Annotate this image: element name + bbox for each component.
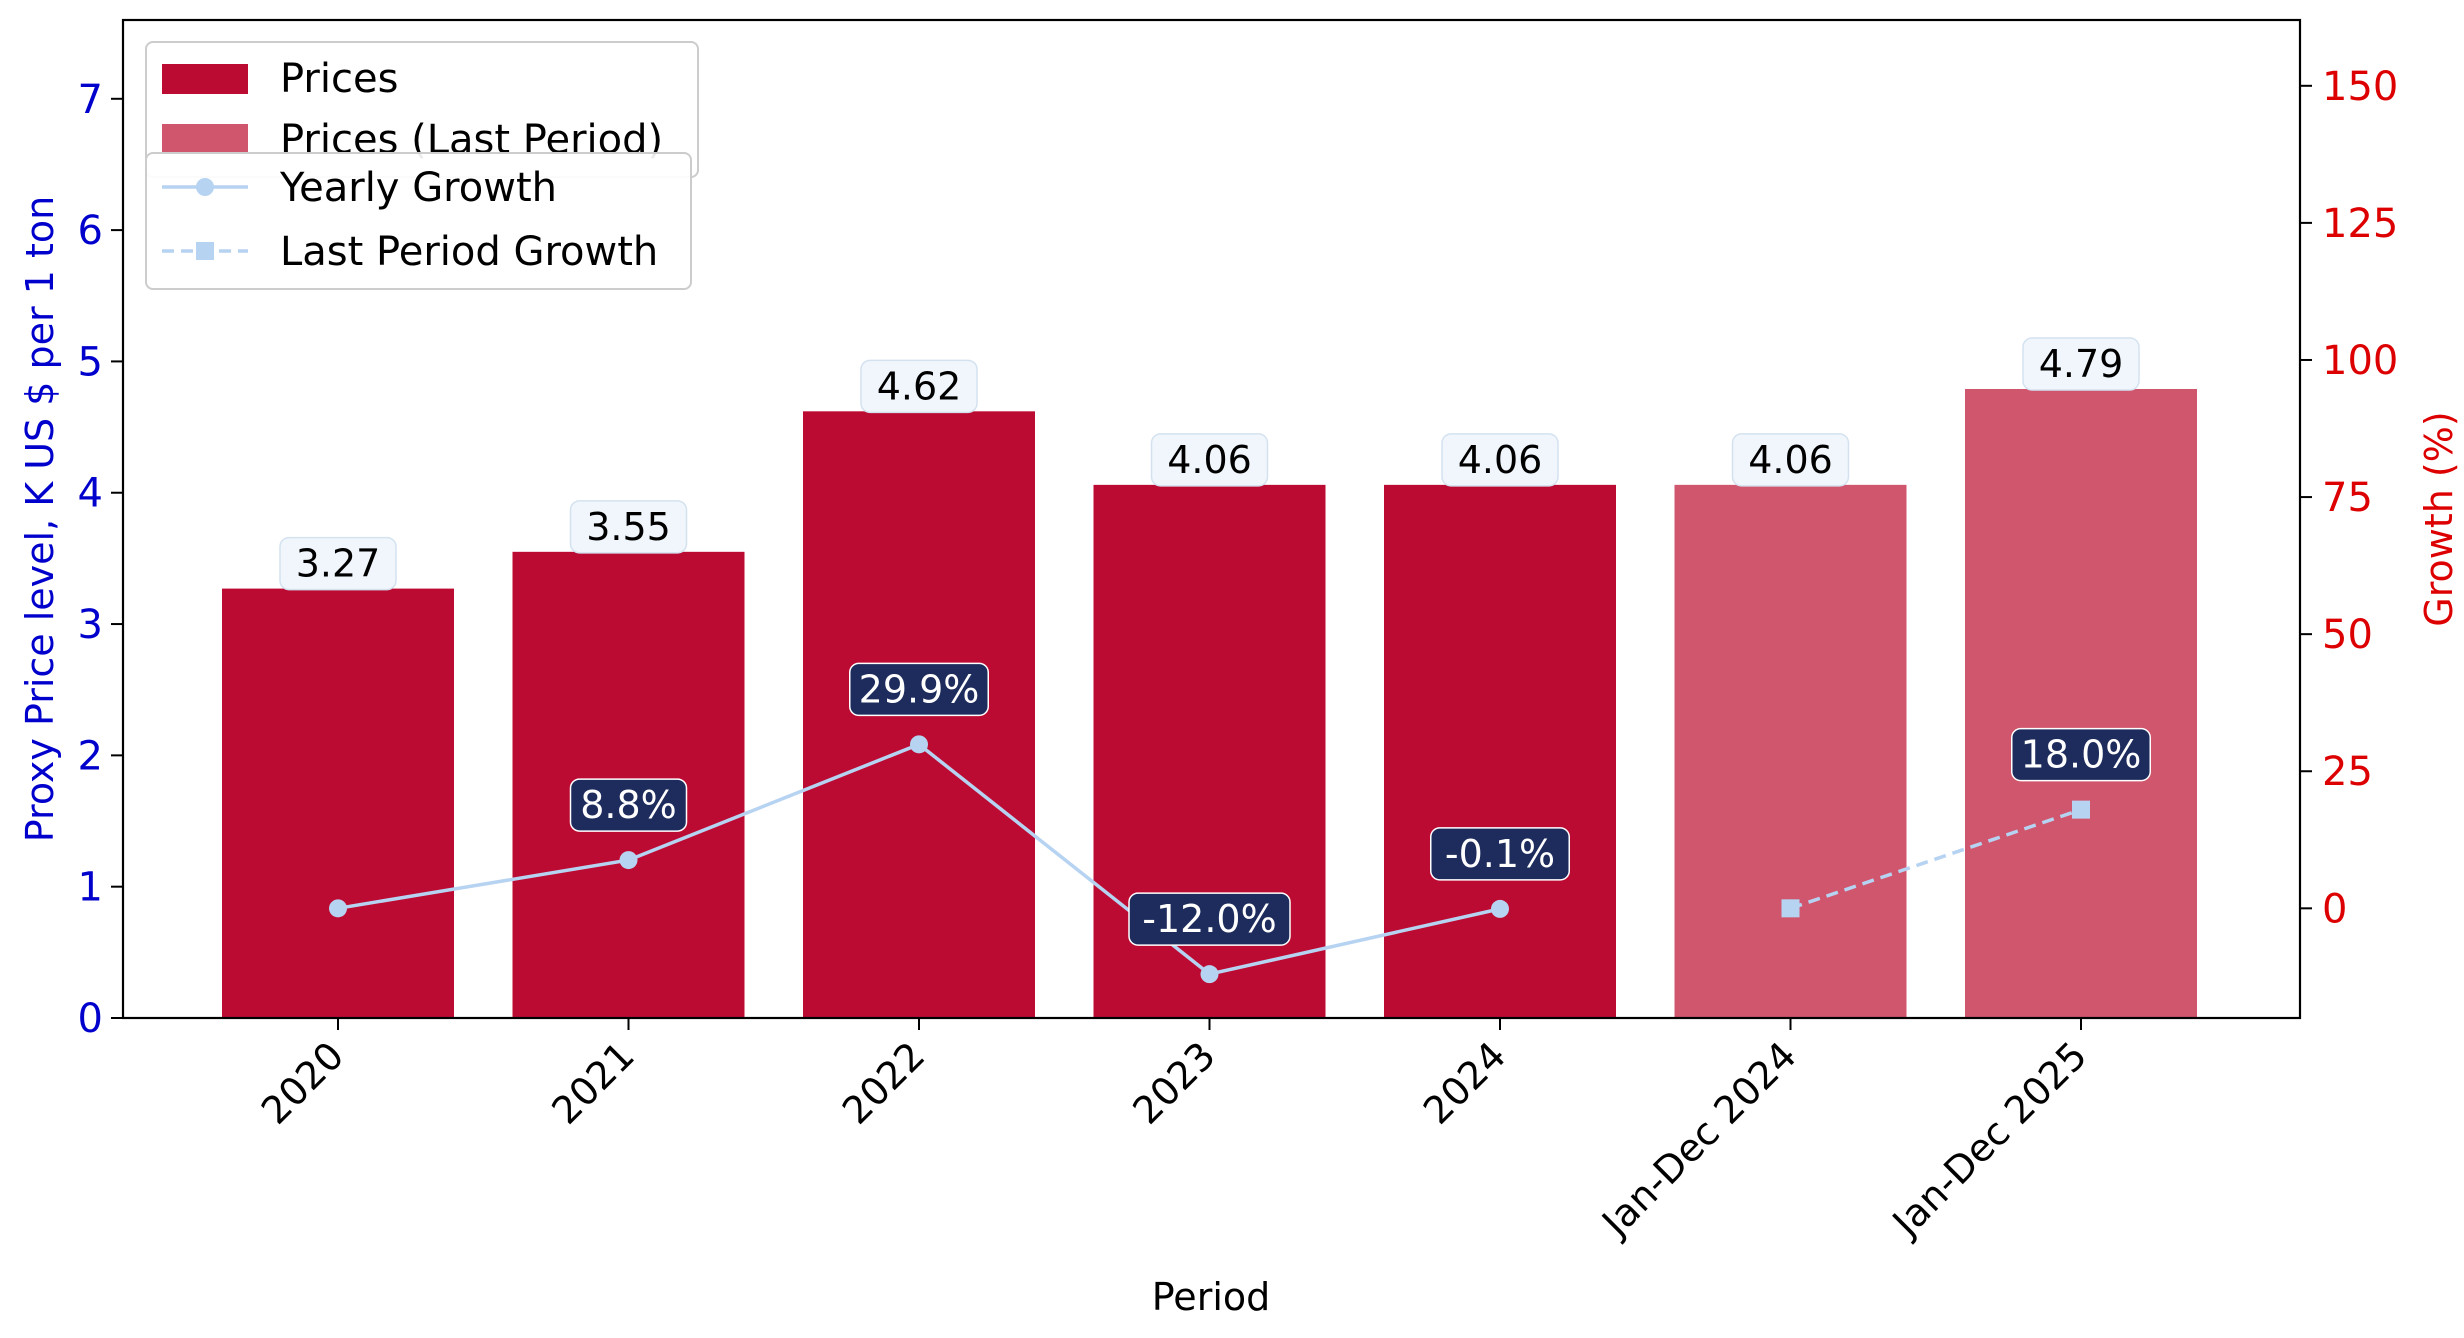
- growth-marker: [1491, 899, 1509, 918]
- bar-value-label-box: [1150, 433, 1269, 487]
- legend-label-yearly-growth: Yearly Growth: [279, 165, 557, 211]
- y-right-tick-label: 25: [2322, 749, 2373, 795]
- growth-value-label: 29.9%: [859, 667, 980, 711]
- growth-value-label-box: [1430, 827, 1570, 881]
- y-left-tick-label: 7: [78, 77, 103, 123]
- legend-marker-yearly-growth: [196, 178, 214, 196]
- legend-swatch-prices-last-period: [162, 124, 248, 154]
- x-tick-label: Jan-Dec 2025: [1883, 1033, 2096, 1246]
- x-tick-label: 2023: [1124, 1033, 1224, 1133]
- growth-marker: [910, 735, 928, 754]
- bar-value-label-box: [860, 359, 978, 414]
- plot-frame: [121, 18, 2302, 1020]
- y-left-tick-label: 2: [78, 733, 103, 779]
- x-tick-label: 2024: [1415, 1033, 1515, 1133]
- bar-value-label: 4.06: [1167, 438, 1252, 482]
- y-left-tick-label: 5: [78, 339, 103, 385]
- price-bar: [1384, 484, 1616, 1018]
- legend-box-growth: [145, 152, 692, 290]
- bar-value-label-box: [279, 536, 397, 591]
- y-right-tick-label: 125: [2322, 201, 2398, 247]
- growth-marker: [619, 851, 638, 870]
- x-tick-label: Jan-Dec 2024: [1592, 1033, 1805, 1246]
- legend-marker-last-period-growth: [196, 242, 214, 260]
- growth-marker: [1200, 965, 1219, 984]
- growth-marker: [1781, 899, 1800, 918]
- bars-layer: [222, 388, 2197, 1018]
- growth-marker: [2072, 800, 2090, 819]
- x-tick-label: 2022: [834, 1033, 934, 1133]
- legend-label-last-period-growth: Last Period Growth: [280, 229, 658, 275]
- legend-label-prices: Prices: [280, 56, 398, 102]
- growth-value-label-box: [1128, 892, 1291, 946]
- price-bar: [1965, 388, 2197, 1018]
- price-bar: [222, 588, 454, 1018]
- bar-value-label: 3.27: [296, 542, 381, 586]
- price-bar: [1674, 484, 1907, 1018]
- y-left-tick-label: 3: [78, 602, 103, 648]
- bar-value-label: 4.79: [2039, 342, 2124, 386]
- y-left-tick-label: 4: [78, 471, 103, 517]
- y-left-tick-label: 1: [78, 865, 103, 911]
- data-labels-layer: 3.27 3.55 4.62 4.06 4.06 4.06 4.79 8.8% 29.9% -12…: [279, 337, 2151, 946]
- growth-lines-layer: [329, 735, 2090, 984]
- y-right-tick-label: 75: [2322, 475, 2373, 521]
- bar-value-label: 4.06: [1748, 438, 1833, 482]
- bar-value-label-box: [569, 500, 688, 554]
- x-tick-label: 2021: [543, 1033, 643, 1133]
- growth-value-label: 8.8%: [580, 783, 677, 827]
- bar-value-label-box: [2022, 337, 2140, 391]
- x-axis-label: Period: [1152, 1275, 1271, 1319]
- growth-value-label: 18.0%: [2021, 733, 2142, 777]
- y-left-tick-label: 6: [78, 208, 103, 254]
- growth-value-label: -0.1%: [1445, 832, 1555, 876]
- bar-value-label-box: [1731, 433, 1850, 487]
- y-left-tick-label: 0: [78, 996, 103, 1042]
- y-axis-left-label: Proxy Price level, K US $ per 1 ton: [18, 196, 62, 842]
- y-right-tick-label: 50: [2322, 612, 2373, 658]
- growth-value-label-box: [569, 778, 688, 832]
- legend-swatch-prices: [162, 64, 248, 94]
- y-right-tick-label: 0: [2322, 886, 2347, 932]
- last-period-growth-line: [1789, 807, 2082, 910]
- bar-value-label: 4.06: [1458, 438, 1543, 482]
- bar-value-label: 3.55: [586, 505, 671, 549]
- y-right-tick-label: 100: [2322, 338, 2398, 384]
- y-right-tick-label: 150: [2322, 64, 2398, 110]
- growth-value-label: -12.0%: [1142, 897, 1276, 941]
- bar-value-label: 4.62: [877, 364, 962, 408]
- growth-value-label-box: [2011, 727, 2151, 782]
- x-tick-label: 2020: [253, 1033, 353, 1133]
- y-axis-right-label: Growth (%): [2417, 411, 2461, 626]
- growth-value-label-box: [849, 662, 989, 717]
- growth-marker: [329, 899, 347, 918]
- bar-value-label-box: [1441, 433, 1559, 487]
